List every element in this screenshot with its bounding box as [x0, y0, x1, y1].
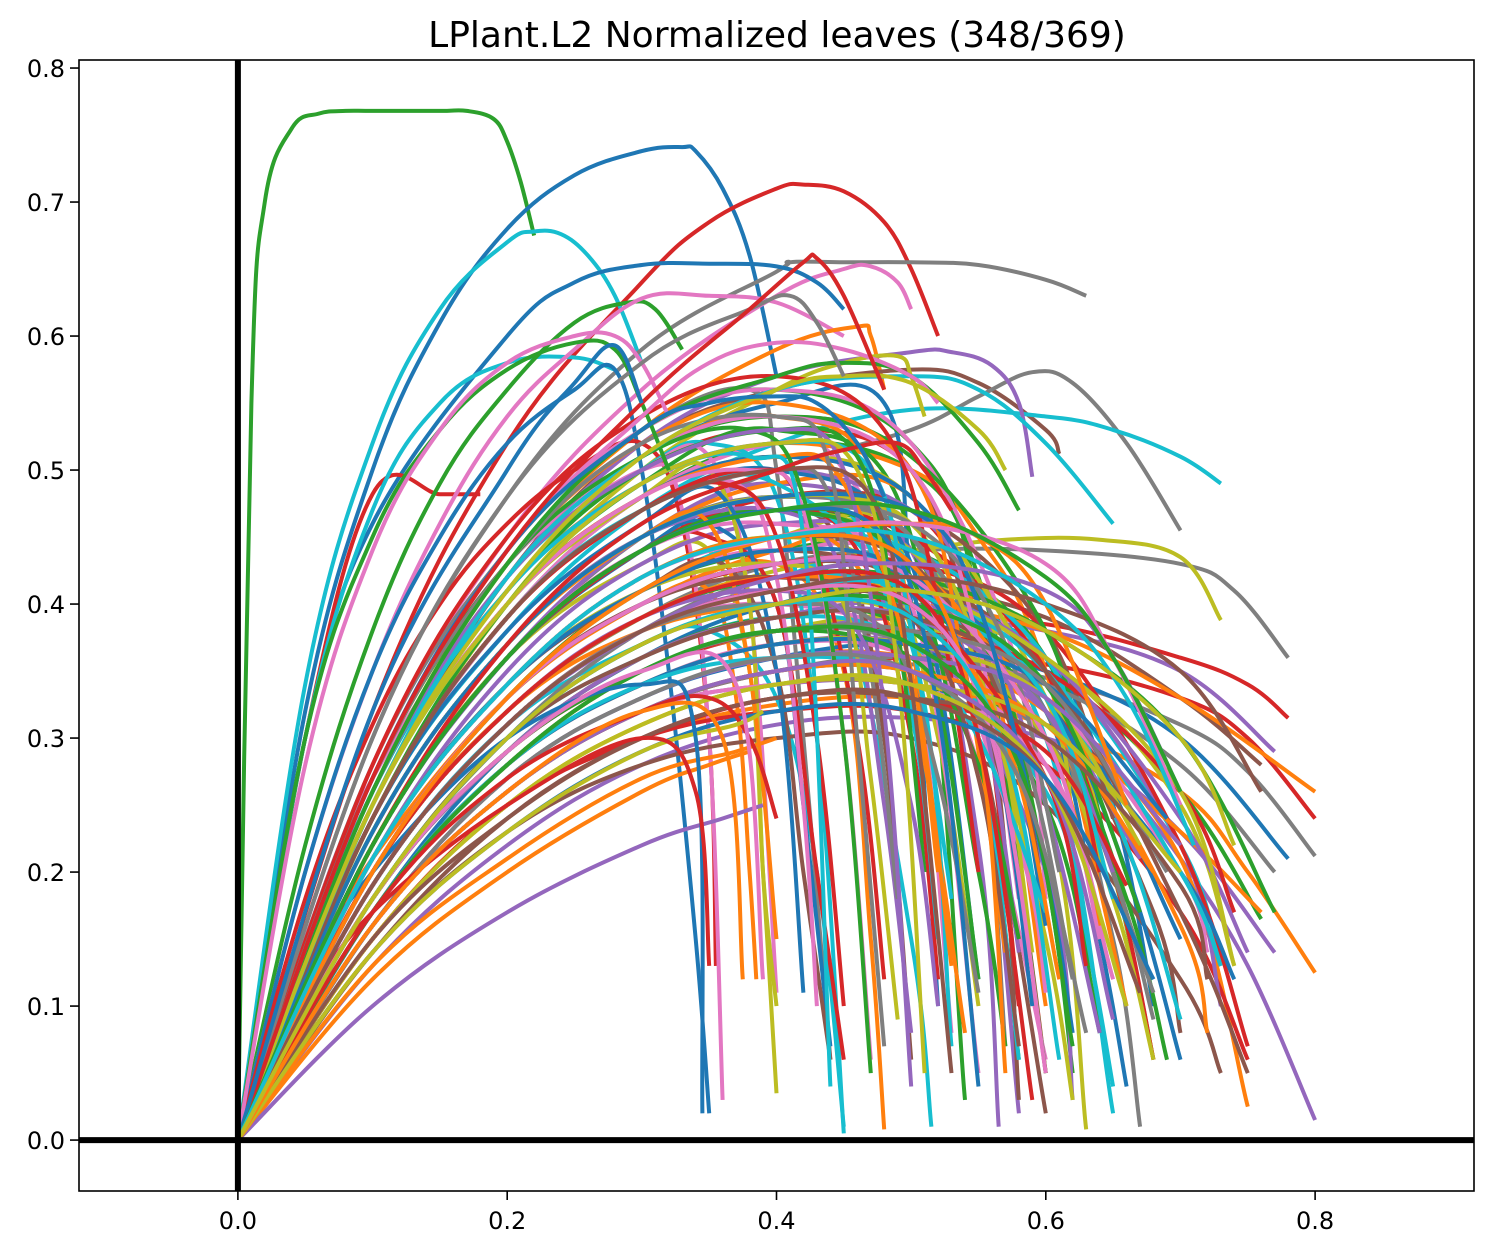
y-tick-label: 0.3	[27, 725, 65, 753]
x-tick-label: 0.0	[219, 1207, 257, 1235]
series-line-194	[235, 330, 671, 1141]
series-line-198	[236, 373, 1008, 1141]
series-line-201	[236, 293, 846, 1141]
series-line-209	[236, 527, 1196, 1141]
series-line-25	[235, 362, 712, 1141]
x-tick-label: 0.8	[1296, 1207, 1334, 1235]
chart-title: LPlant.L2 Normalized leaves (348/369)	[428, 15, 1126, 56]
y-tick-label: 0.6	[27, 323, 65, 351]
series-line-1	[235, 108, 537, 1141]
series-line-186	[236, 736, 778, 1142]
x-tick-label: 0.6	[1027, 1207, 1065, 1235]
series-line-188	[236, 709, 765, 1142]
series-line-191	[236, 700, 745, 1142]
series-line-206	[236, 574, 1263, 1142]
x-axis: 0.0 0.2 0.4 0.6 0.8	[219, 1191, 1334, 1235]
y-tick-label: 0.2	[27, 859, 65, 887]
y-tick-label: 0.7	[27, 189, 65, 217]
y-tick-label: 0.5	[27, 457, 65, 485]
series-line-203	[235, 343, 644, 1141]
series-line-184	[236, 749, 751, 1142]
x-tick-label: 0.4	[757, 1207, 795, 1235]
series-line-208	[236, 500, 1183, 1141]
y-tick-label: 0.4	[27, 591, 65, 619]
series-line-185	[236, 803, 764, 1142]
series-line-172	[236, 465, 954, 1141]
y-axis: 0.0 0.1 0.2 0.3 0.4 0.5 0.6 0.7 0.8	[27, 55, 79, 1155]
reference-lines	[79, 60, 1474, 1191]
series-line-2	[235, 144, 779, 1141]
y-tick-label: 0.1	[27, 993, 65, 1021]
y-tick-label: 0.8	[27, 55, 65, 83]
x-tick-label: 0.2	[488, 1207, 526, 1235]
series-line-210	[236, 587, 1237, 1142]
series-line-4	[235, 228, 644, 1141]
y-tick-label: 0.0	[27, 1127, 65, 1155]
series-line-204	[236, 521, 1129, 1141]
series-layer	[235, 108, 1317, 1142]
